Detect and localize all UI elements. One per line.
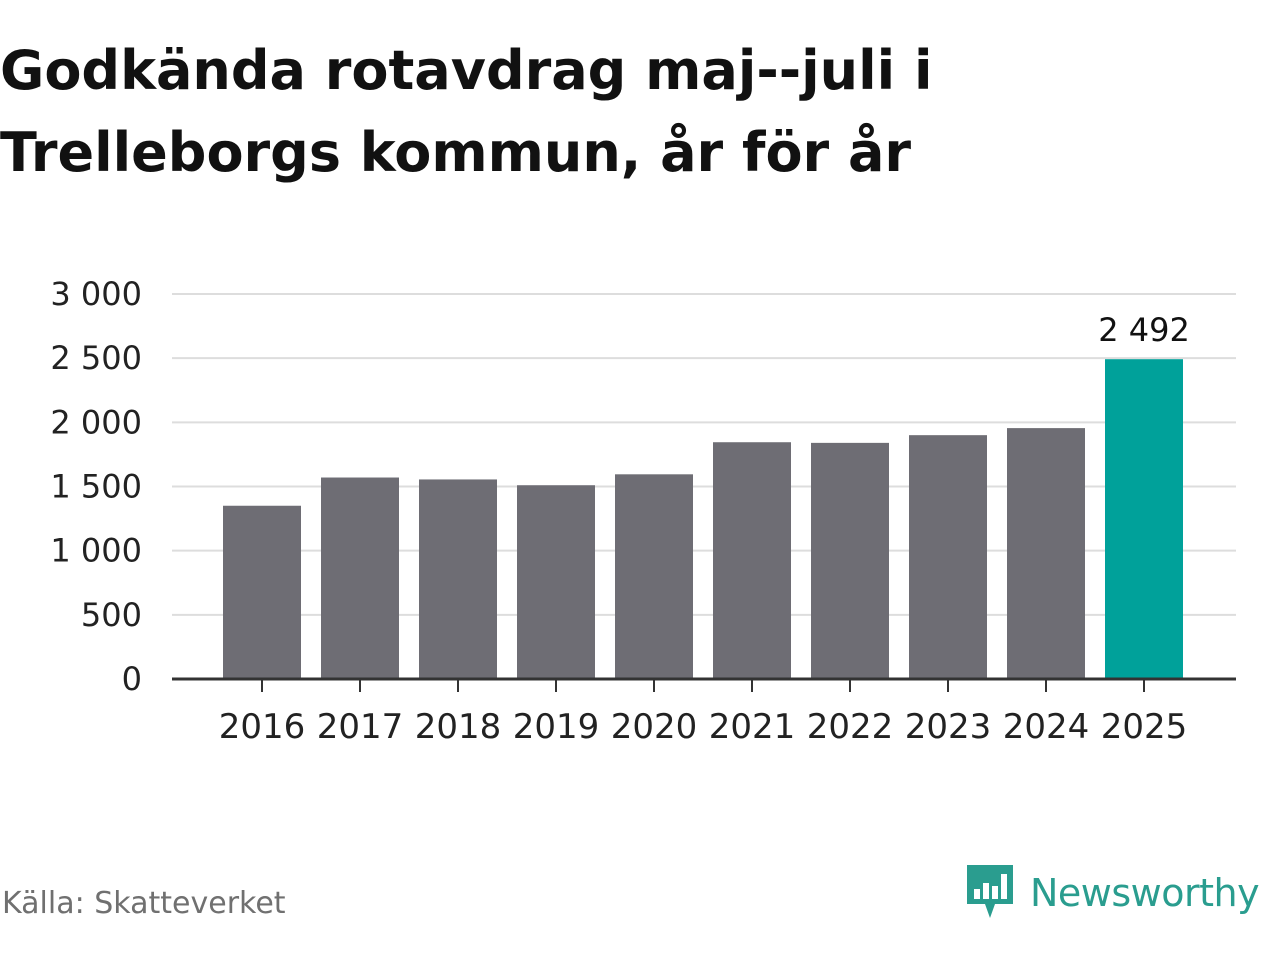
bar bbox=[909, 435, 987, 679]
source-note: Källa: Skatteverket bbox=[2, 886, 286, 921]
y-tick-label: 1 500 bbox=[50, 468, 142, 506]
bar bbox=[223, 505, 301, 679]
x-tick-label: 2023 bbox=[905, 707, 992, 747]
x-tick-label: 2020 bbox=[611, 707, 698, 747]
y-tick-label: 3 000 bbox=[50, 275, 142, 313]
y-tick-label: 2 500 bbox=[50, 339, 142, 377]
bar bbox=[811, 442, 889, 679]
x-tick-label: 2017 bbox=[317, 707, 404, 747]
brand-name: Newsworthy bbox=[1030, 871, 1260, 915]
x-tick-label: 2024 bbox=[1003, 707, 1090, 747]
x-tick-label: 2016 bbox=[219, 707, 306, 747]
chart-title-line-1: Godkända rotavdrag maj--juli i bbox=[0, 39, 933, 102]
bar bbox=[1007, 428, 1085, 679]
x-tick-label: 2018 bbox=[415, 707, 502, 747]
x-axis bbox=[172, 677, 1236, 692]
x-tick-label: 2022 bbox=[807, 707, 894, 747]
y-tick-label: 0 bbox=[122, 660, 142, 698]
x-tick-label: 2019 bbox=[513, 707, 600, 747]
bar-highlight bbox=[1105, 359, 1183, 679]
newsworthy-logo-icon bbox=[967, 865, 1013, 918]
x-tick-label: 2021 bbox=[709, 707, 796, 747]
y-tick-label: 500 bbox=[81, 596, 142, 634]
y-tick-label: 2 000 bbox=[50, 403, 142, 441]
bar bbox=[615, 474, 693, 679]
y-axis-tick-labels: 0 500 1 000 1 500 2 000 2 500 3 000 bbox=[50, 275, 142, 698]
x-tick-label: 2025 bbox=[1101, 707, 1188, 747]
brand-logo: Newsworthy bbox=[964, 862, 1260, 924]
bars bbox=[223, 359, 1183, 679]
chart-title: Godkända rotavdrag maj--juli i Trellebor… bbox=[0, 30, 1100, 194]
bar bbox=[517, 485, 595, 679]
chart-title-line-2: Trelleborgs kommun, år för år bbox=[0, 121, 912, 184]
bar bbox=[321, 477, 399, 679]
bar bbox=[713, 442, 791, 679]
data-label: 2 492 bbox=[1098, 311, 1190, 349]
bar bbox=[419, 479, 497, 679]
x-axis-tick-labels: 2016 2017 2018 2019 2020 2021 2022 2023 2024 2025 bbox=[219, 707, 1188, 747]
y-tick-label: 1 000 bbox=[50, 532, 142, 570]
data-labels: 2 492 bbox=[1098, 311, 1190, 349]
